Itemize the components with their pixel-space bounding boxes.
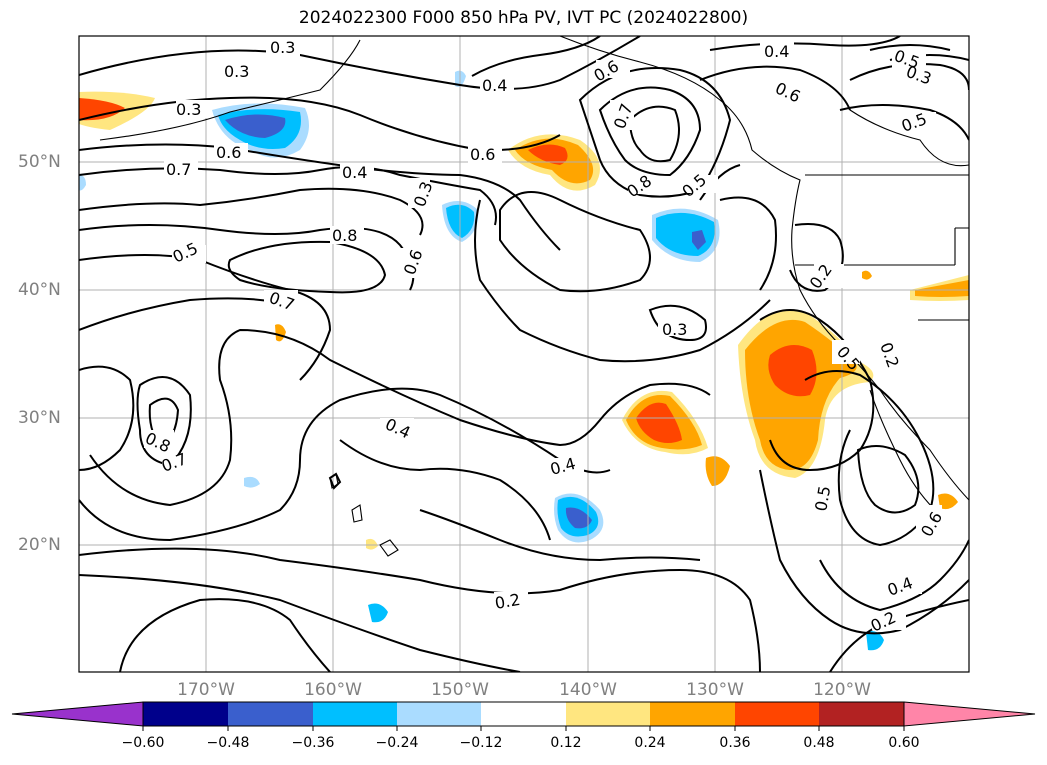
contour-label: 0.7	[166, 160, 191, 179]
colorbar-tick-label: 0.60	[888, 735, 920, 751]
colorbar-tick-label: 0.48	[803, 735, 835, 751]
lon-label-160w: 160°W	[304, 680, 362, 700]
colorbar-cell	[143, 702, 228, 726]
colorbar	[11, 701, 1036, 731]
map-frame	[78, 35, 970, 673]
colorbar-cell	[481, 702, 566, 726]
colorbar-extend-min	[11, 701, 144, 727]
contour-label: 0.4	[482, 76, 507, 95]
contour-label: 0.3	[270, 38, 295, 57]
contour-label-group: 0.3 0.3 0.4 0.3 0.6 0.7 0.6 0.4 0.3 0.8 …	[142, 38, 946, 636]
colorbar-cell	[566, 702, 650, 726]
colorbar-extend-max	[903, 701, 1036, 727]
lat-label-30n: 30°N	[18, 408, 61, 428]
colorbar-tick-label: −0.12	[459, 735, 503, 751]
colorbar-cell	[397, 702, 481, 726]
colorbar-cell	[650, 702, 735, 726]
contour-label: 0.3	[224, 62, 249, 81]
contour-label: 0.3	[662, 320, 687, 339]
contour-label: 0.8	[332, 226, 357, 245]
colorbar-tick-label: −0.48	[206, 735, 250, 751]
lon-label-170w: 170°W	[177, 680, 235, 700]
colorbar-cell	[228, 702, 313, 726]
colorbar-tick-label: 0.12	[550, 735, 582, 751]
lon-label-120w: 120°W	[813, 680, 871, 700]
colorbar-tick-label: −0.24	[375, 735, 419, 751]
contour-label: 0.6	[470, 145, 495, 164]
lat-label-50n: 50°N	[18, 152, 61, 172]
map-title: 2024022300 F000 850 hPa PV, IVT PC (2024…	[298, 8, 749, 28]
colorbar-tick-label: 0.36	[719, 735, 751, 751]
contour-label: 0.4	[342, 163, 367, 182]
contour-label: 0.5	[811, 484, 834, 512]
lon-label-150w: 150°W	[431, 680, 489, 700]
lon-label-140w: 140°W	[559, 680, 617, 700]
colorbar-tick-label: −0.36	[291, 735, 335, 751]
contour-label: 0.5	[678, 170, 710, 201]
colorbar-cell	[313, 702, 397, 726]
ivt-shading	[79, 70, 969, 651]
pv-contour-layer: 0.3 0.3 0.4 0.3 0.6 0.7 0.6 0.4 0.3 0.8 …	[79, 36, 969, 672]
lon-label-130w: 130°W	[686, 680, 744, 700]
colorbar-tick-label: 0.24	[634, 735, 666, 751]
contour-label: 0.3	[176, 100, 201, 119]
colorbar-cell	[735, 702, 819, 726]
colorbar-cell	[819, 702, 904, 726]
contour-label: 0.3	[904, 62, 934, 89]
lat-label-20n: 20°N	[18, 535, 61, 555]
contour-label: 0.6	[216, 143, 241, 162]
coastlines	[99, 36, 969, 557]
lat-label-40n: 40°N	[18, 280, 61, 300]
contour-label: 0.2	[493, 590, 521, 613]
colorbar-tick-label: −0.60	[121, 735, 165, 751]
contour-label: 0.4	[764, 42, 789, 61]
